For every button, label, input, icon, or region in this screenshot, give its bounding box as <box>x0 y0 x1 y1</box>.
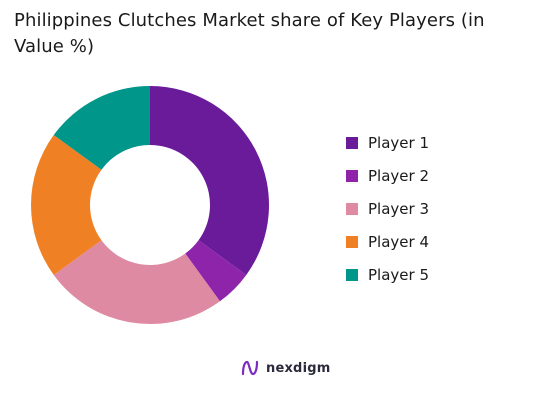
legend-label-player-1: Player 1 <box>368 133 429 152</box>
legend-swatch-player-3 <box>346 202 358 215</box>
brand-watermark: nexdigm <box>240 358 330 378</box>
donut-slice-4 <box>31 135 102 275</box>
legend-swatch-player-4 <box>346 235 358 248</box>
legend-swatch-player-2 <box>346 169 358 182</box>
legend-item-player-1: Player 1 <box>346 126 429 159</box>
legend-label-player-2: Player 2 <box>368 166 429 185</box>
donut-slice-5 <box>53 86 151 170</box>
donut-slice-2 <box>185 240 247 302</box>
donut-slice-3 <box>53 240 220 324</box>
legend-item-player-3: Player 3 <box>346 192 429 225</box>
donut-slice-1 <box>150 86 269 275</box>
nexdigm-logo-icon <box>241 360 259 376</box>
legend-swatch-player-1 <box>346 136 358 149</box>
legend-swatch-player-5 <box>346 268 358 281</box>
donut-slices <box>31 86 269 324</box>
legend-item-player-2: Player 2 <box>346 159 429 192</box>
chart-legend: Player 1 Player 2 Player 3 Player 4 Play… <box>346 126 429 291</box>
legend-item-player-4: Player 4 <box>346 225 429 258</box>
legend-label-player-5: Player 5 <box>368 265 429 284</box>
brand-name: nexdigm <box>266 360 331 376</box>
legend-label-player-4: Player 4 <box>368 232 429 251</box>
legend-label-player-3: Player 3 <box>368 199 429 218</box>
chart-title: Philippines Clutches Market share of Key… <box>14 10 485 57</box>
legend-item-player-5: Player 5 <box>346 258 429 291</box>
